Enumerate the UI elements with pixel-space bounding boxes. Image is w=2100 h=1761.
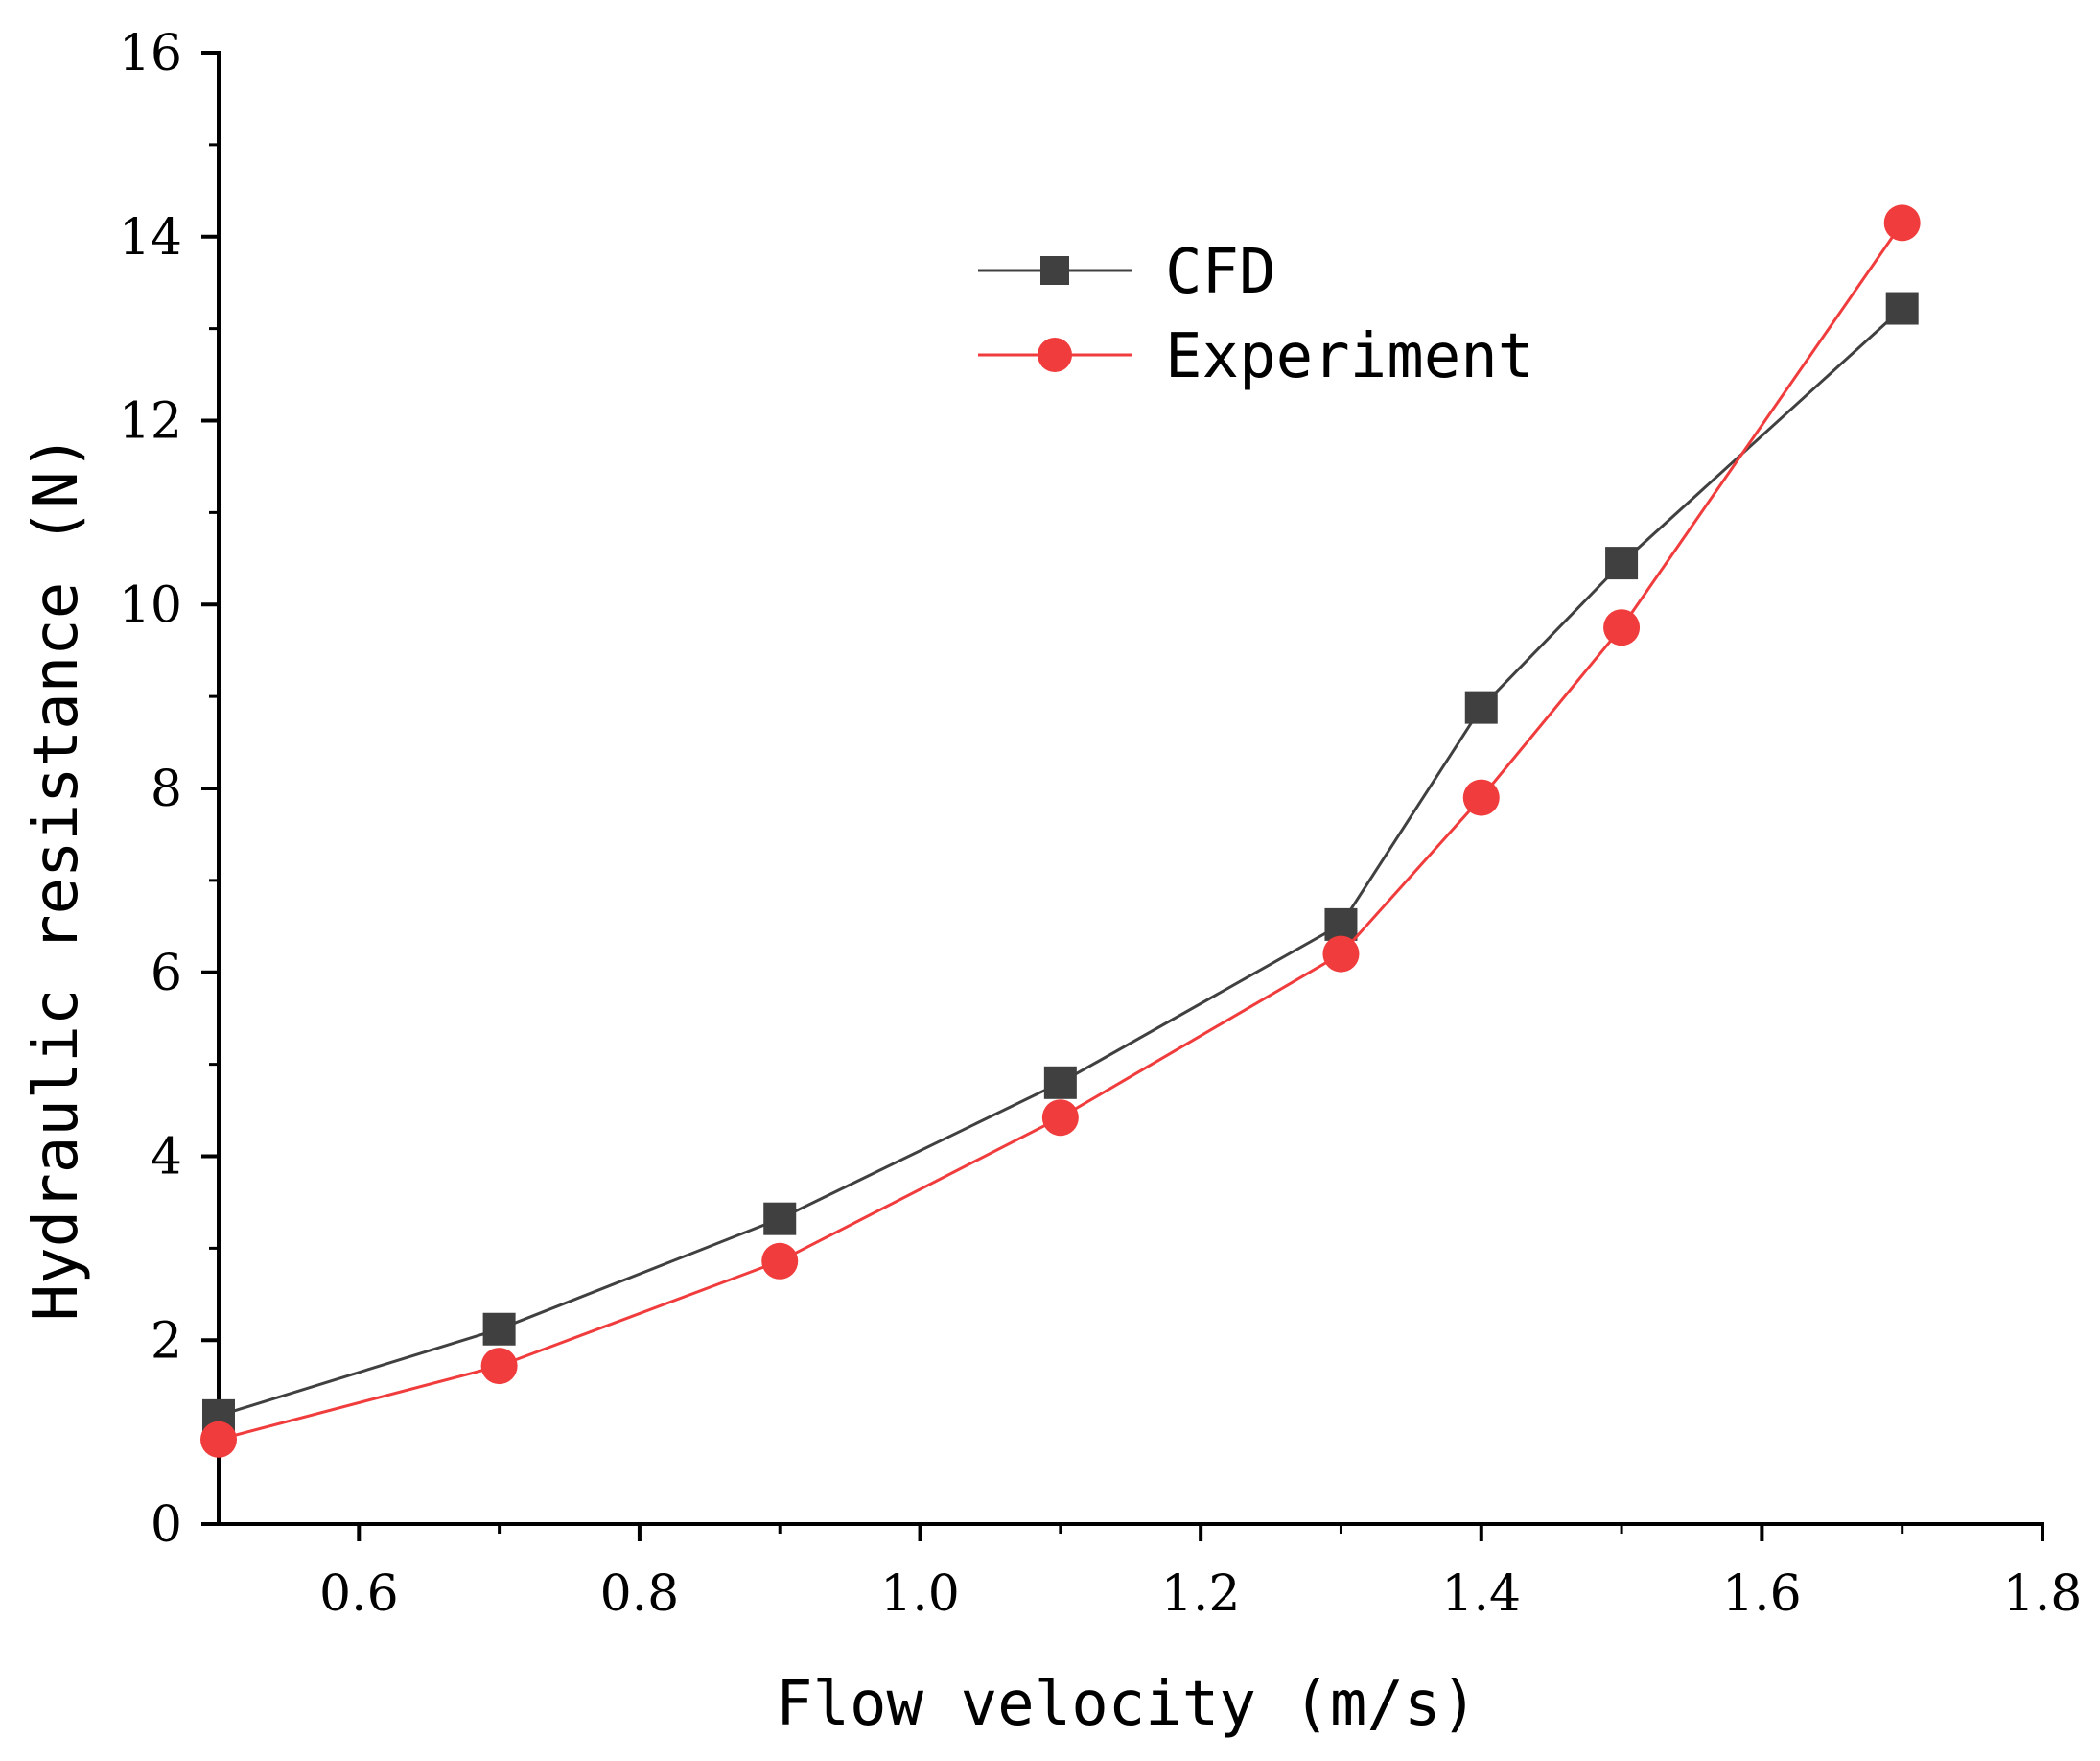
x-tick-label: 0.6 — [319, 1565, 399, 1623]
y-axis-title: Hydraulic resistance (N) — [21, 434, 92, 1322]
data-point-cfd — [763, 1202, 797, 1235]
x-tick-label: 1.6 — [1722, 1565, 1802, 1623]
series-layer — [200, 204, 1921, 1458]
x-tick-label: 1.0 — [880, 1565, 960, 1623]
y-tick-label: 4 — [151, 1129, 182, 1186]
data-point-experiment — [1322, 935, 1360, 973]
y-tick-label: 8 — [151, 761, 182, 818]
data-point-cfd — [1324, 907, 1358, 941]
x-tick-label: 1.4 — [1441, 1565, 1521, 1623]
data-point-experiment — [1603, 609, 1641, 646]
y-tick-label: 14 — [119, 209, 182, 267]
y-tick-label: 2 — [151, 1312, 182, 1370]
axes: 0 2 4 6 8 10 12 14 16 0.6 0.8 1.0 1.2 1.4 1.6 1.8 — [119, 25, 2083, 1623]
data-point-experiment — [480, 1348, 518, 1385]
data-point-experiment — [1462, 779, 1500, 816]
series-line-cfd — [218, 307, 1903, 1418]
data-point-cfd — [1464, 691, 1498, 724]
legend-marker-experiment — [1038, 338, 1072, 372]
data-point-experiment — [1883, 204, 1921, 242]
y-tick-label: 6 — [151, 945, 182, 1002]
series-line-experiment — [218, 222, 1903, 1442]
legend: CFD Experiment — [978, 237, 1534, 392]
data-point-experiment — [1041, 1099, 1079, 1137]
x-tick-label: 1.8 — [2003, 1565, 2083, 1623]
legend-label-cfd: CFD — [1165, 237, 1276, 308]
data-point-experiment — [200, 1421, 237, 1458]
data-point-cfd — [1605, 547, 1639, 580]
data-point-cfd — [1885, 292, 1919, 325]
y-tick-label: 12 — [119, 393, 182, 451]
data-point-cfd — [1043, 1066, 1077, 1099]
data-point-experiment — [761, 1242, 799, 1280]
y-tick-label: 0 — [151, 1496, 182, 1554]
x-tick-label: 0.8 — [600, 1565, 680, 1623]
x-axis-title: Flow velocity (m/s) — [776, 1669, 1478, 1740]
x-tick-label: 1.2 — [1161, 1565, 1241, 1623]
legend-marker-cfd — [1040, 256, 1069, 285]
y-tick-label: 10 — [119, 576, 182, 634]
legend-label-experiment: Experiment — [1165, 321, 1534, 392]
y-tick-label: 16 — [119, 25, 182, 82]
data-point-cfd — [482, 1312, 516, 1346]
